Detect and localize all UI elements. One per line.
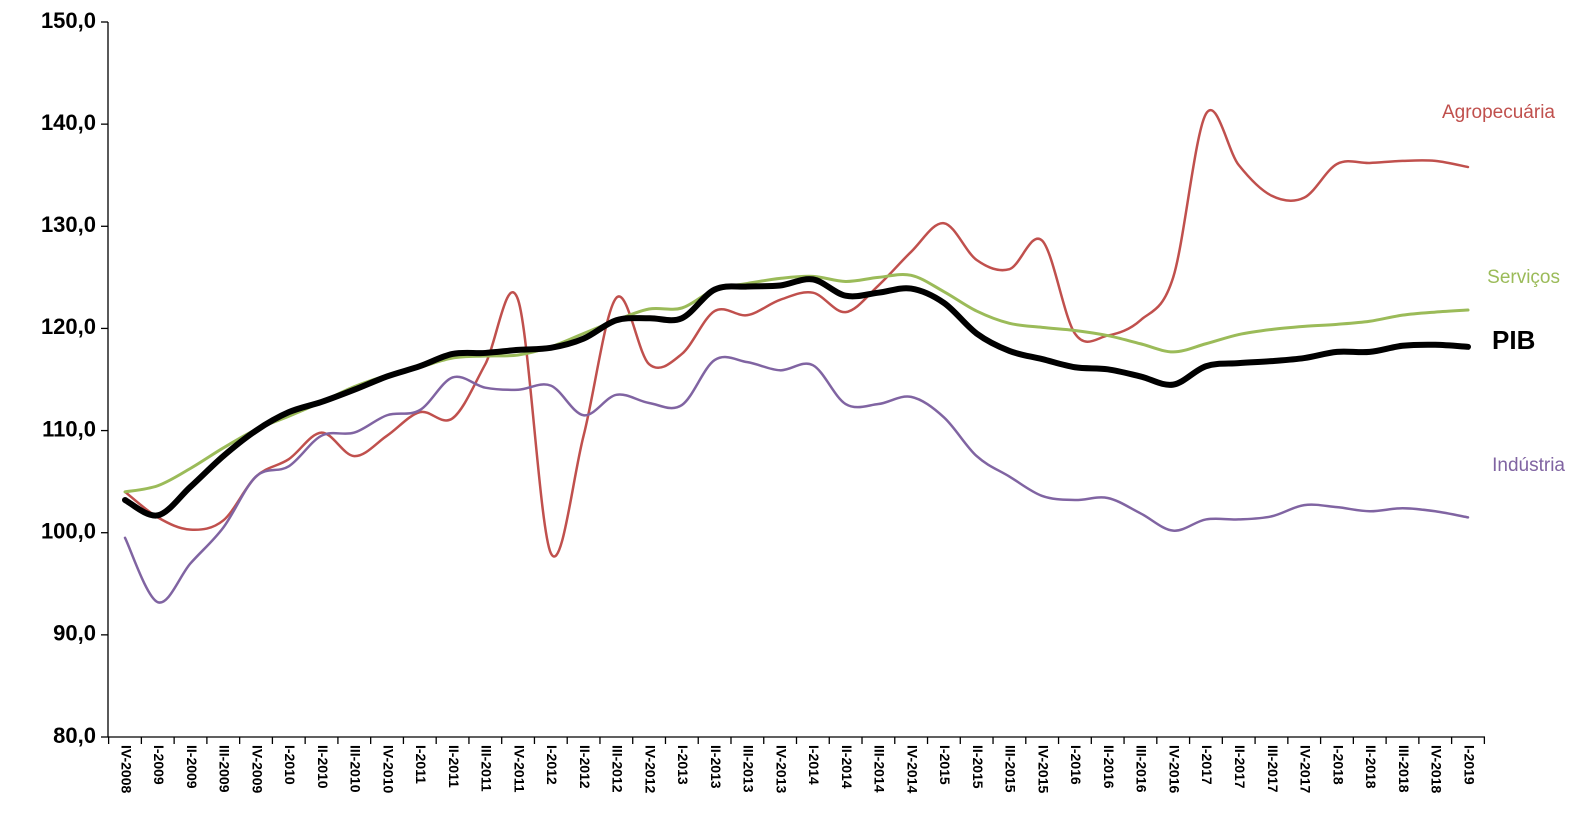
x-tick-label: IV-2009 [249, 745, 265, 793]
x-tick-label: III-2017 [1265, 745, 1281, 793]
x-tick-label: I-2012 [544, 745, 560, 785]
x-tick-label: IV-2013 [773, 745, 789, 793]
x-tick-label: IV-2011 [511, 745, 527, 793]
x-tick-label: IV-2010 [380, 745, 396, 793]
series-label: Serviços [1487, 267, 1560, 288]
x-tick-label: II-2009 [184, 745, 200, 789]
x-tick-label: II-2011 [446, 745, 462, 788]
x-tick-label: I-2019 [1461, 745, 1477, 785]
y-tick-label: 130,0 [41, 212, 96, 237]
x-tick-label: II-2018 [1363, 745, 1379, 789]
y-tick-label: 150,0 [41, 8, 96, 33]
series-label: Agropecuária [1442, 102, 1555, 123]
x-tick-label: I-2010 [282, 745, 298, 785]
series-label: PIB [1492, 325, 1535, 355]
x-tick-label: III-2014 [872, 745, 888, 793]
x-tick-label: III-2010 [348, 745, 364, 793]
x-tick-label: III-2015 [1003, 745, 1019, 793]
x-tick-label: IV-2014 [904, 745, 920, 793]
line-series [123, 355, 1470, 604]
x-tick-label: II-2015 [970, 745, 986, 789]
series-label: Indústria [1492, 455, 1565, 476]
x-tick-label: I-2009 [151, 745, 167, 785]
line-series [122, 276, 1471, 519]
x-tick-label: III-2013 [741, 745, 757, 793]
x-tick-label: IV-2016 [1166, 745, 1182, 793]
x-tick-label: I-2016 [1068, 745, 1084, 785]
x-tick-label: II-2017 [1232, 745, 1248, 789]
x-tick-label: III-2009 [217, 745, 233, 793]
x-tick-label: III-2016 [1134, 745, 1150, 793]
x-tick-label: II-2016 [1101, 745, 1117, 789]
x-tick-label: II-2012 [577, 745, 593, 789]
x-tick-label: III-2011 [479, 745, 495, 792]
x-tick-label: IV-2017 [1298, 745, 1314, 793]
x-tick-label: I-2015 [937, 745, 953, 785]
x-tick-label: I-2013 [675, 745, 691, 785]
y-tick-label: 100,0 [41, 519, 96, 544]
line-series [123, 109, 1470, 558]
x-tick-label: IV-2008 [118, 745, 134, 793]
x-tick-label: I-2018 [1330, 745, 1346, 785]
y-tick-label: 140,0 [41, 110, 96, 135]
x-tick-label: I-2014 [806, 745, 822, 785]
y-tick-label: 90,0 [53, 621, 96, 646]
x-tick-label: IV-2012 [642, 745, 658, 793]
x-tick-label: II-2014 [839, 745, 855, 789]
x-tick-label: III-2018 [1396, 745, 1412, 793]
x-tick-label: IV-2015 [1035, 745, 1051, 793]
x-tick-label: I-2011 [413, 745, 429, 784]
x-tick-label: III-2012 [610, 745, 626, 793]
x-tick-label: I-2017 [1199, 745, 1215, 785]
x-tick-label: IV-2018 [1429, 745, 1445, 793]
y-tick-label: 110,0 [42, 416, 96, 441]
x-tick-label: II-2013 [708, 745, 724, 789]
line-series [123, 272, 1470, 494]
y-tick-label: 120,0 [41, 314, 96, 339]
x-tick-label: II-2010 [315, 745, 331, 789]
y-tick-label: 80,0 [53, 723, 96, 748]
